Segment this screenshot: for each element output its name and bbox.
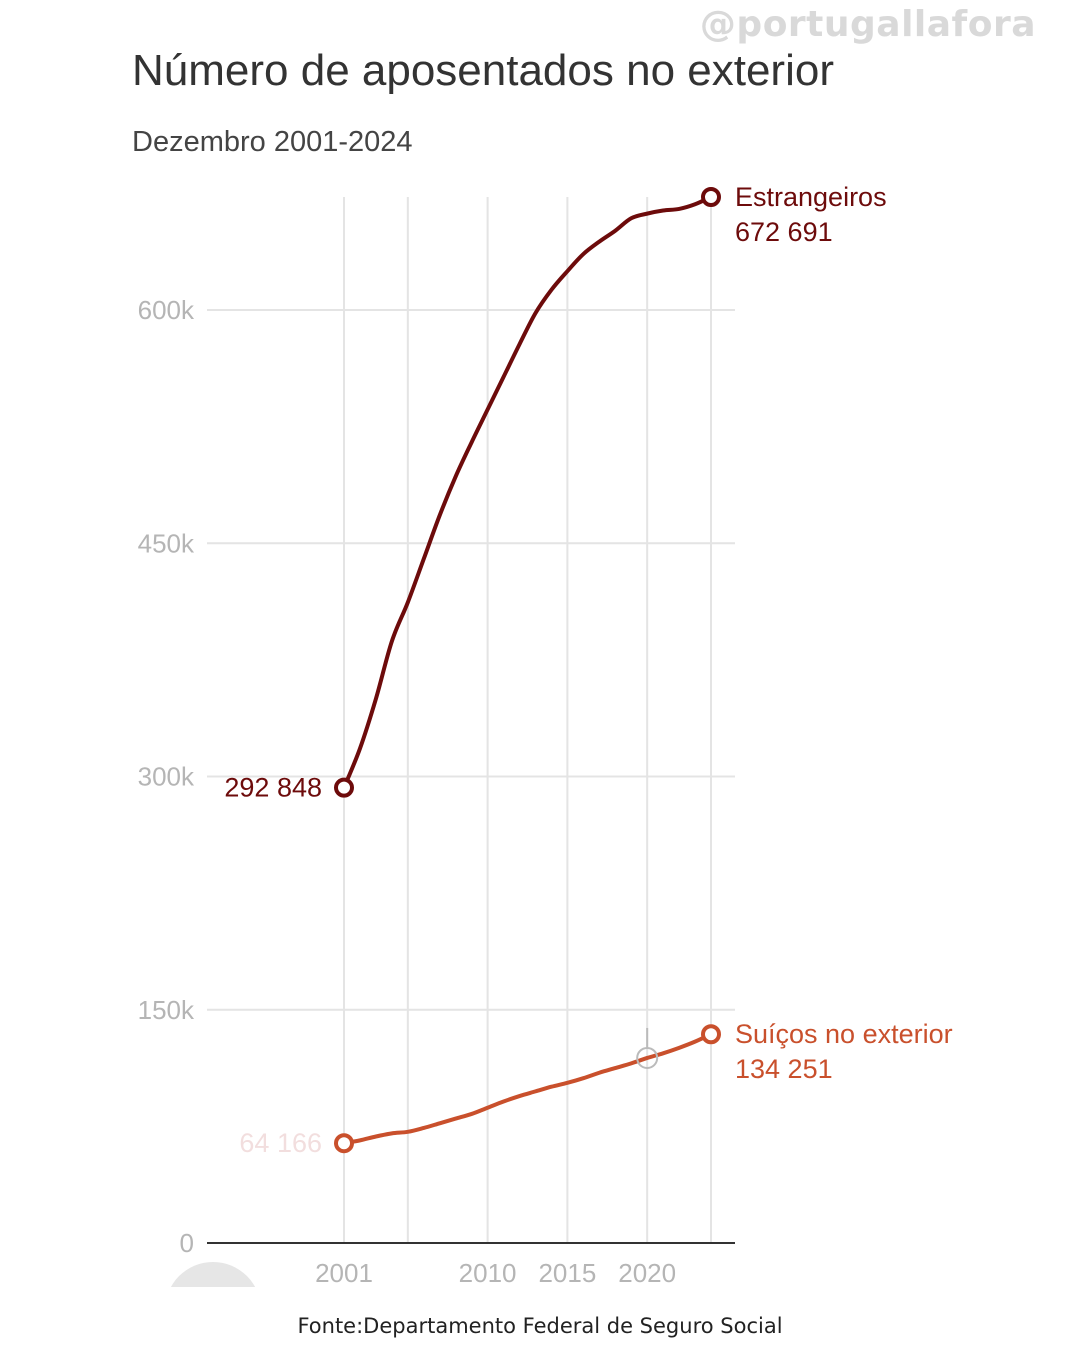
watermark: @portugallafora: [699, 4, 1036, 45]
series: [334, 187, 721, 1154]
y-tick-label: 150k: [138, 995, 195, 1025]
start-point-1: [334, 1133, 354, 1154]
end-point-1: [701, 1024, 721, 1045]
source-note: Fonte:Departamento Federal de Seguro Soc…: [297, 1314, 783, 1338]
y-tick-label: 450k: [138, 528, 195, 558]
end-point-0: [701, 187, 721, 207]
series-line-1: [342, 1032, 713, 1146]
line-chart: 0 150k 300k 450k 600k 2001 2010 2015 2020 292 84…: [138, 182, 953, 1300]
series-name-label: Suíços no exterior: [735, 1019, 953, 1049]
x-tick-label: 2010: [459, 1258, 517, 1288]
x-tick-label: 2015: [538, 1258, 596, 1288]
start-value-label: 64 166: [239, 1128, 322, 1158]
y-tick-label: 0: [180, 1228, 194, 1258]
start-value-label: 292 848: [224, 773, 322, 803]
labels: 292 848 Estrangeiros 672 691 64 166 Suíços n…: [224, 182, 952, 1158]
chart-subtitle: Dezembro 2001-2024: [132, 126, 413, 158]
grid: [207, 197, 735, 1243]
x-tick-label: 2020: [618, 1258, 676, 1288]
end-value-label: 134 251: [735, 1054, 833, 1084]
axes: 0 150k 300k 450k 600k 2001 2010 2015 2020: [138, 295, 735, 1288]
y-tick-label: 600k: [138, 295, 195, 325]
end-value-label: 672 691: [735, 217, 833, 247]
hover-marker: [636, 1046, 659, 1069]
series-name-label: Estrangeiros: [735, 182, 887, 212]
start-point-0: [334, 777, 354, 798]
y-tick-label: 300k: [138, 762, 195, 792]
chart-title: Número de aposentados no exterior: [132, 46, 834, 95]
series-line-0: [342, 195, 713, 790]
x-tick-label: 2001: [315, 1258, 373, 1288]
